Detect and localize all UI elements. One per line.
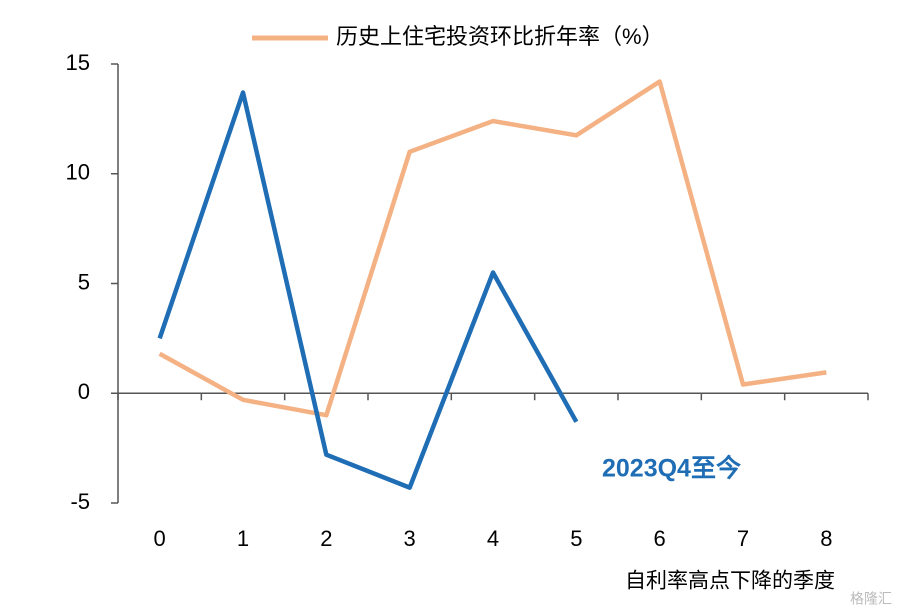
y-tick-label: 15 <box>66 50 90 75</box>
series-line <box>157 90 579 490</box>
x-tick-label: 7 <box>737 526 749 551</box>
x-tick-label: 6 <box>654 526 666 551</box>
x-tick-label: 5 <box>570 526 582 551</box>
y-tick-label: 5 <box>78 269 90 294</box>
watermark: 格隆汇 <box>850 591 892 607</box>
x-tick-label: 0 <box>154 526 166 551</box>
x-tick-label: 8 <box>820 526 832 551</box>
legend-label: 历史上住宅投资环比折年率（%） <box>336 24 664 49</box>
x-tick-label: 1 <box>237 526 249 551</box>
y-tick-label: -5 <box>70 489 90 514</box>
y-tick-label: 0 <box>78 379 90 404</box>
x-tick-label: 2 <box>320 526 332 551</box>
y-tick-label: 10 <box>66 160 90 185</box>
x-tick-label: 3 <box>404 526 416 551</box>
x-tick-label: 4 <box>487 526 499 551</box>
x-axis-label: 自利率高点下降的季度 <box>625 570 835 593</box>
annotation: 2023Q4至今 <box>602 454 741 483</box>
series-line <box>158 79 827 418</box>
